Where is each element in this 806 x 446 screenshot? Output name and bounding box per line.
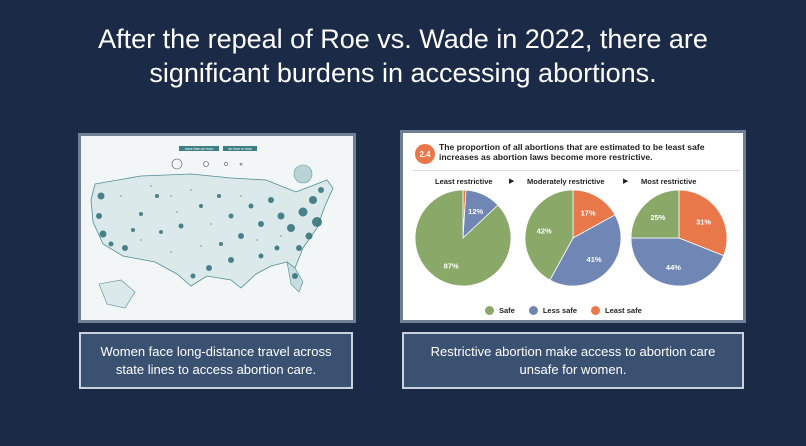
pie-slice-least-safe [678,189,728,257]
legend-item-least-safe: Least safe [591,305,642,315]
us-map-graphic: more than an hour an hour or less [90,146,334,309]
pie-charts: 12% 87% 17% 41% 42% 31% 44% 25% [414,189,728,287]
map-scale-circle-tiny [239,162,243,166]
column-label-least-restrictive: Least restrictive [435,177,493,186]
map-density-clusters [96,187,324,279]
us-travel-map-image: more than an hour an hour or less [78,133,356,323]
caption-map: Women face long-distance travel across s… [79,332,353,389]
alaska-shape [98,279,136,309]
chart-header: 2.4 The proportion of all abortions that… [413,139,739,169]
pie-slice-least-safe [572,189,616,239]
legend-item-less-safe: Less safe [528,305,578,315]
pie-data-label: 31% [696,217,711,226]
map-legend-label-near: an hour or less [228,147,251,151]
chart-divider [413,170,739,171]
map-scale-circle-large [171,158,183,170]
legend-swatch-least-safe [591,305,601,315]
legend-label-least-safe: Least safe [605,305,642,315]
legend-item-safe: Safe [485,305,515,315]
map-density-dots [120,185,282,253]
pie-slice-less-safe [549,214,622,287]
legend-label-safe: Safe [499,305,515,315]
caption-map-text: Women face long-distance travel across s… [100,343,332,377]
pie-data-label: 44% [666,263,681,272]
map-legend-swatch-far [179,146,219,151]
arrow-icon: ▶ [623,178,629,185]
column-label-moderately-restrictive: Moderately restrictive [527,177,605,186]
pie-data-label: 87% [444,261,459,270]
pie-slice-safe [630,189,680,239]
arrow-icon: ▶ [509,178,515,185]
column-label-most-restrictive: Most restrictive [641,177,697,186]
pie-data-label: 17% [581,208,596,217]
map-inset-circle [293,164,313,184]
pie-data-label: 42% [537,227,552,236]
pie-slice-safe [524,189,574,281]
pie-data-label: 25% [650,213,665,222]
chart-legend: Safe Less safe Least safe [485,303,656,317]
map-legend-label-far: more than an hour [185,147,214,151]
abortion-safety-chart-panel: 2.4 The proportion of all abortions that… [400,130,746,323]
pie-slice-safe [414,189,512,287]
chart-number-badge: 2.4 [415,144,435,164]
map-legend-swatch-near [223,146,257,151]
caption-chart: Restrictive abortion make access to abor… [402,332,744,389]
legend-swatch-safe [485,305,494,315]
pie-data-label: 41% [587,255,602,264]
pie-slice-less-safe [630,237,725,287]
legend-label-less-safe: Less safe [542,305,578,315]
legend-swatch-less-safe [528,305,538,315]
caption-chart-text: Restrictive abortion make access to abor… [430,343,716,377]
chart-title: The proportion of all abortions that are… [439,142,705,162]
pie-data-label: 12% [468,207,483,216]
map-scale-circle-medium [203,161,209,167]
map-scale-circle-small [224,162,228,166]
slide-title: After the repeal of Roe vs. Wade in 2022… [98,24,708,88]
